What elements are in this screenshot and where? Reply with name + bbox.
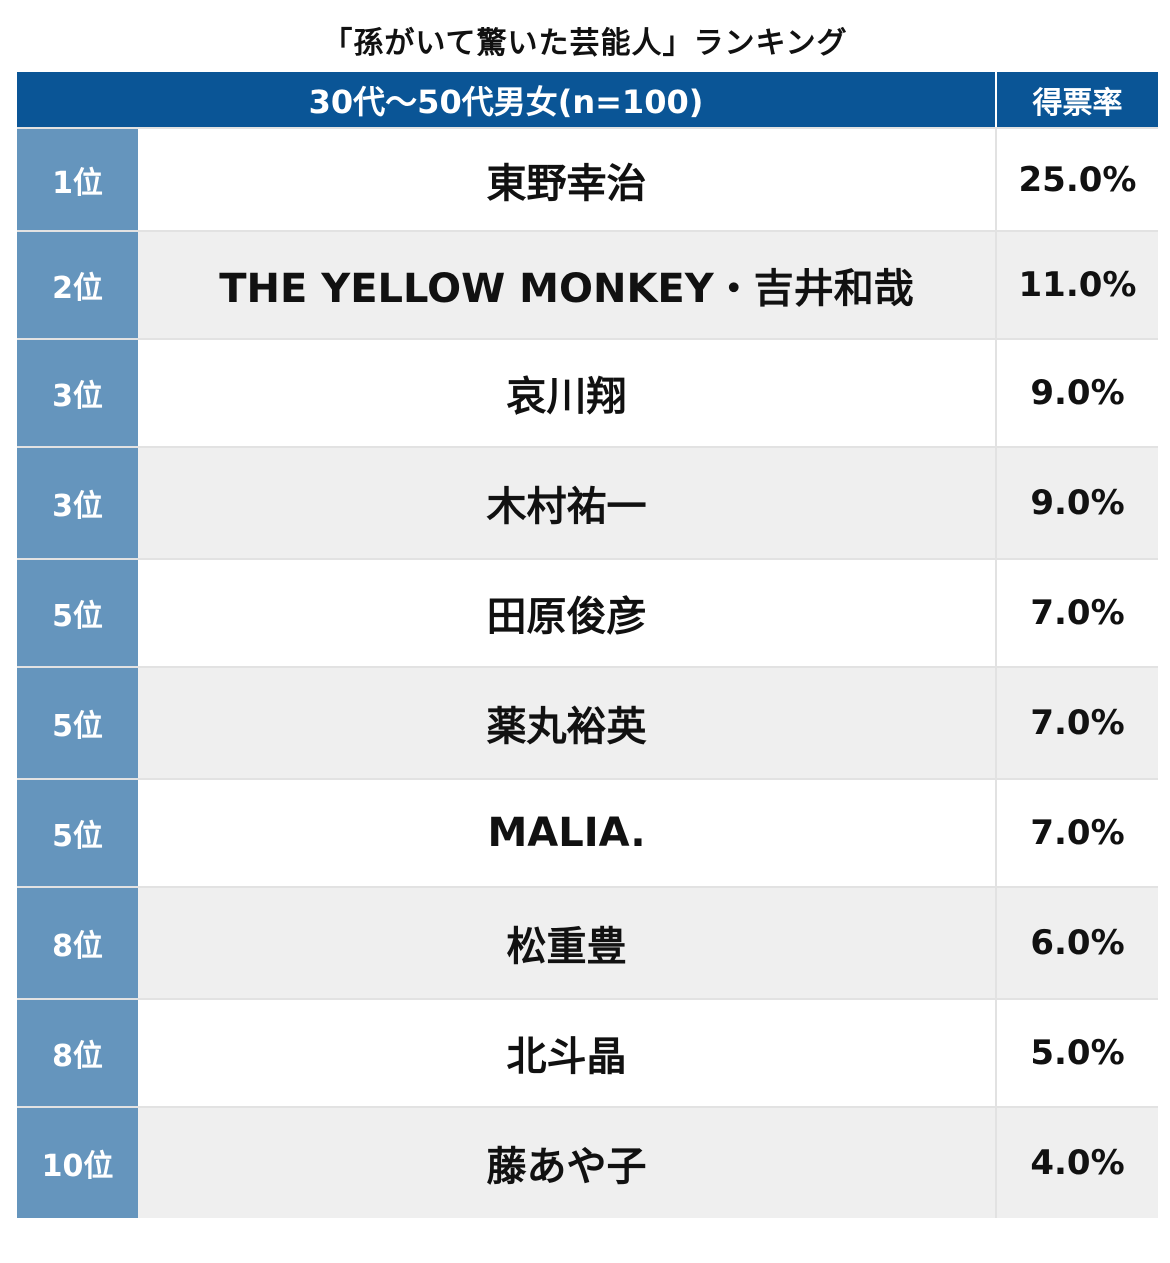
- table-row: 2位 THE YELLOW MONKEY・吉井和哉 11.0%: [17, 230, 1158, 338]
- celebrity-name: 藤あや子: [138, 1108, 997, 1218]
- rank-label: 5位: [17, 560, 138, 666]
- table-body: 1位 東野幸治 25.0% 2位 THE YELLOW MONKEY・吉井和哉 11.0%…: [17, 127, 1158, 1218]
- table-row: 3位 木村祐一 9.0%: [17, 446, 1158, 558]
- chart-title: 「孫がいて驚いた芸能人」ランキング: [322, 26, 848, 61]
- vote-percentage: 7.0%: [1030, 813, 1125, 853]
- table-row: 10位 藤あや子 4.0%: [17, 1106, 1158, 1218]
- celebrity-name: 木村祐一: [138, 448, 997, 558]
- ranking-table: 30代〜50代男女(n=100) 得票率 1位 東野幸治 25.0% 2位 THE YE…: [17, 72, 1158, 1218]
- vote-percentage: 11.0%: [997, 232, 1158, 338]
- rank-label: 8位: [17, 888, 138, 998]
- rank-label: 8位: [17, 1000, 138, 1106]
- rank-label: 3位: [17, 448, 138, 558]
- celebrity-name: THE YELLOW MONKEY・吉井和哉: [138, 232, 997, 338]
- rank-label: 1位: [17, 129, 138, 230]
- header-pct-label: 得票率: [1032, 85, 1123, 121]
- rank-label: 2位: [17, 232, 138, 338]
- rank-label: 3位: [17, 340, 138, 446]
- table-row: 3位 哀川翔 9.0%: [17, 338, 1158, 446]
- vote-percentage: 25.0%: [1018, 159, 1137, 200]
- rank-label: 5位: [17, 780, 138, 886]
- vote-percentage: 5.0%: [1030, 1033, 1125, 1073]
- vote-percentage: 9.0%: [1030, 373, 1125, 413]
- celebrity-name: 松重豊: [138, 888, 997, 998]
- rank-label: 5位: [17, 668, 138, 778]
- table-row: 5位 田原俊彦 7.0%: [17, 558, 1158, 666]
- table-row: 8位 北斗晶 5.0%: [17, 998, 1158, 1106]
- celebrity-name: 薬丸裕英: [138, 668, 997, 778]
- celebrity-name: MALIA.: [138, 780, 997, 886]
- table-row: 5位 薬丸裕英 7.0%: [17, 666, 1158, 778]
- rank-label: 10位: [17, 1108, 138, 1218]
- header-group-label: 30代〜50代男女(n=100): [17, 72, 997, 127]
- vote-percentage: 7.0%: [997, 668, 1158, 778]
- celebrity-name: 北斗晶: [138, 1000, 997, 1106]
- table-header: 30代〜50代男女(n=100) 得票率: [17, 72, 1158, 127]
- vote-percentage: 9.0%: [997, 448, 1158, 558]
- vote-percentage: 7.0%: [1030, 593, 1125, 633]
- table-row: 8位 松重豊 6.0%: [17, 886, 1158, 998]
- vote-percentage: 6.0%: [997, 888, 1158, 998]
- table-row: 5位 MALIA. 7.0%: [17, 778, 1158, 886]
- table-row: 1位 東野幸治 25.0%: [17, 127, 1158, 230]
- celebrity-name: 田原俊彦: [138, 560, 997, 666]
- celebrity-name: 哀川翔: [138, 340, 997, 446]
- celebrity-name: 東野幸治: [138, 129, 997, 230]
- vote-percentage: 4.0%: [997, 1108, 1158, 1218]
